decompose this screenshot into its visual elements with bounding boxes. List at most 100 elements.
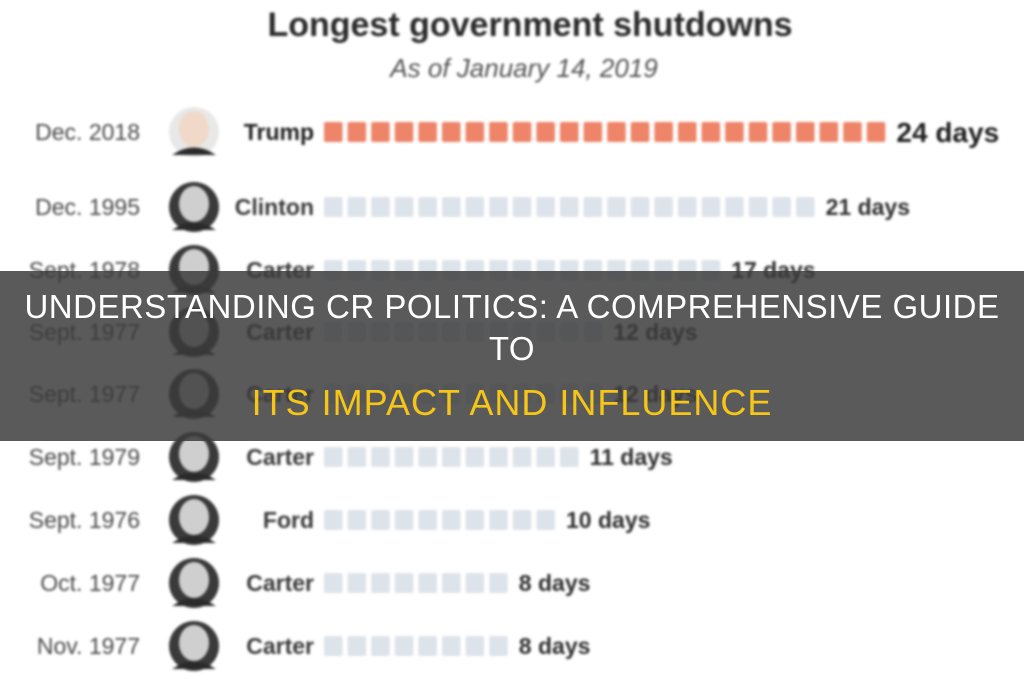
chart-row: Dec. 2018 Trump 24 days	[35, 107, 999, 157]
bar-segment	[748, 122, 768, 142]
value-label: 10 days	[566, 507, 650, 533]
date-label: Dec. 2018	[35, 119, 140, 145]
bar-segment	[394, 197, 414, 217]
bar-segment	[465, 510, 485, 530]
president-photo	[169, 182, 219, 232]
bar-segment	[654, 122, 673, 142]
bar-segment	[607, 197, 626, 217]
president-label: Carter	[246, 444, 314, 470]
bar-segment	[371, 122, 390, 142]
bar-segment	[442, 197, 461, 217]
bar-segment	[512, 510, 532, 530]
photo-face	[179, 499, 209, 535]
president-label: Carter	[246, 570, 314, 596]
bar-segment	[324, 197, 343, 217]
date-label: Dec. 1995	[35, 194, 140, 220]
photo-face	[179, 436, 209, 472]
bar-segment	[772, 122, 791, 142]
bar-segment	[701, 122, 721, 142]
bar-segment	[489, 447, 508, 467]
chart-row: Dec. 1995 Clinton 21 days	[35, 182, 910, 232]
bar-segment	[465, 447, 485, 467]
value-label: 8 days	[519, 633, 591, 659]
bar-segment	[630, 122, 650, 142]
bar-segment	[560, 447, 579, 467]
chart-row: Oct. 1977 Carter 8 days	[40, 558, 590, 608]
bar-segment	[324, 510, 343, 530]
bar-segment	[347, 122, 367, 142]
bar-segment	[442, 510, 461, 530]
photo-shoulders	[172, 661, 216, 669]
bar-segment	[418, 573, 437, 593]
photo-shoulders	[172, 535, 216, 543]
bar-segment	[442, 447, 461, 467]
value-label: 21 days	[826, 194, 910, 220]
bar-segment	[560, 122, 579, 142]
bar-segment	[489, 636, 508, 656]
value-label: 8 days	[519, 570, 591, 596]
bar-segment	[324, 447, 343, 467]
bar-segment	[489, 197, 508, 217]
bar-segment	[347, 510, 367, 530]
bar-segment	[442, 573, 461, 593]
bar-segment	[536, 197, 555, 217]
bar-segment	[583, 122, 603, 142]
president-label: Ford	[263, 507, 314, 533]
bar-segment	[819, 122, 839, 142]
value-label: 11 days	[590, 444, 673, 470]
president-label: Trump	[244, 119, 314, 145]
date-label: Sept. 1979	[29, 444, 140, 470]
bar-segment	[678, 197, 697, 217]
photo-face	[179, 111, 209, 147]
bar-segment	[418, 122, 437, 142]
president-label: Clinton	[235, 194, 314, 220]
date-label: Sept. 1976	[29, 507, 140, 533]
chart-subtitle: As of January 14, 2019	[388, 53, 657, 83]
photo-shoulders	[172, 222, 216, 230]
bar-segment	[465, 573, 485, 593]
bar-segment	[489, 573, 508, 593]
bar-segment	[394, 447, 414, 467]
bar-segment	[796, 197, 815, 217]
bar-segment	[489, 510, 508, 530]
bar-segment	[536, 122, 555, 142]
bar-segment	[394, 636, 414, 656]
bar-segment	[512, 447, 532, 467]
bar-segment	[536, 447, 555, 467]
bar-segment	[371, 636, 390, 656]
bar-segment	[324, 122, 343, 142]
bar-segment	[701, 197, 721, 217]
photo-face	[179, 562, 209, 598]
bar-segment	[324, 573, 343, 593]
bar-segment	[394, 122, 414, 142]
photo-face	[179, 625, 209, 661]
bar-segment	[725, 122, 744, 142]
bar-segment	[371, 447, 390, 467]
bar-segment	[371, 573, 390, 593]
president-photo	[169, 495, 219, 545]
bar-segment	[678, 122, 697, 142]
photo-shoulders	[172, 472, 216, 480]
bar-segment	[371, 197, 390, 217]
bar-segment	[512, 197, 532, 217]
president-photo	[169, 107, 219, 157]
bar-segment	[442, 122, 461, 142]
bar-segment	[324, 636, 343, 656]
president-label: Carter	[246, 633, 314, 659]
bar-segment	[866, 122, 886, 142]
bar-segment	[630, 197, 650, 217]
photo-face	[179, 186, 209, 222]
photo-shoulders	[172, 598, 216, 606]
banner-title-line2: ITS IMPACT AND INFLUENCE	[251, 382, 773, 423]
bar-segment	[394, 573, 414, 593]
bar-segment	[442, 636, 461, 656]
bar-segment	[489, 122, 508, 142]
bar-segment	[347, 447, 367, 467]
bar-segment	[843, 122, 862, 142]
value-label: 24 days	[896, 117, 999, 148]
photo-shoulders	[172, 147, 216, 155]
bar-segment	[654, 197, 673, 217]
chart-title: Longest government shutdowns	[267, 6, 792, 44]
bar-segment	[418, 510, 437, 530]
bar-segment	[347, 197, 367, 217]
